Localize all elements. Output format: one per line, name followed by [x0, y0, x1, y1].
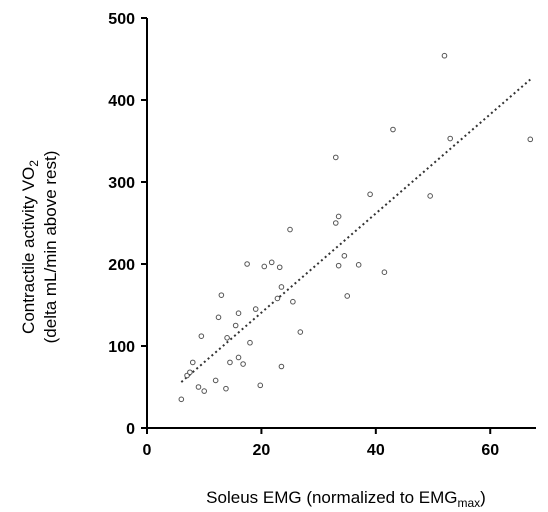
plot-area: 0 20 40 60 0 100 200 300 400 500	[108, 11, 536, 459]
y-axis-title-line1-main: Contractile activity VO	[19, 167, 38, 334]
y-tick-label: 500	[108, 11, 135, 28]
data-point	[228, 360, 233, 365]
y-axis-title-subscript: 2	[27, 160, 41, 167]
data-point	[253, 307, 258, 312]
data-points	[179, 53, 533, 401]
x-tick-label: 20	[253, 442, 271, 459]
data-point	[190, 360, 195, 365]
data-point	[202, 389, 207, 394]
data-point	[262, 264, 267, 269]
data-point	[298, 330, 303, 335]
data-point	[277, 265, 282, 270]
x-axis-title-main: Soleus EMG (normalized to EMG	[206, 488, 457, 507]
data-point	[225, 336, 230, 341]
data-point	[333, 155, 338, 160]
y-axis-title-line1: Contractile activity VO2	[19, 160, 41, 334]
data-point	[269, 260, 274, 265]
data-point	[236, 355, 241, 360]
data-point	[368, 192, 373, 197]
data-point	[233, 323, 238, 328]
data-point	[236, 311, 241, 316]
data-point	[258, 383, 263, 388]
data-point	[356, 263, 361, 268]
x-tick-label: 0	[143, 442, 152, 459]
x-tick-label: 60	[481, 442, 499, 459]
data-point	[248, 340, 253, 345]
x-tick-label: 40	[367, 442, 385, 459]
x-axis-title: Soleus EMG (normalized to EMGmax)	[206, 488, 486, 510]
data-point	[216, 315, 221, 320]
data-point	[291, 299, 296, 304]
data-point	[245, 262, 250, 267]
data-point	[448, 136, 453, 141]
trendline	[181, 80, 530, 383]
y-tick-label: 0	[126, 421, 135, 438]
data-point	[336, 214, 341, 219]
y-tick-label: 200	[108, 257, 135, 274]
data-point	[528, 137, 533, 142]
data-point	[342, 254, 347, 259]
data-point	[196, 385, 201, 390]
data-point	[188, 370, 193, 375]
y-ticks: 0 100 200 300 400 500	[108, 11, 147, 438]
data-point	[279, 285, 284, 290]
data-point	[391, 127, 396, 132]
x-axis-title-close: )	[480, 488, 486, 507]
data-point	[288, 227, 293, 232]
data-point	[336, 263, 341, 268]
data-point	[241, 362, 246, 367]
y-axis-title-line2: (delta mL/min above rest)	[41, 151, 60, 344]
x-axis-title-subscript: max	[457, 496, 480, 510]
data-point	[199, 334, 204, 339]
y-tick-label: 300	[108, 175, 135, 192]
data-point	[428, 194, 433, 199]
data-point	[382, 270, 387, 275]
y-tick-label: 400	[108, 93, 135, 110]
y-axis-title: Contractile activity VO2 (delta mL/min a…	[19, 151, 60, 344]
data-point	[213, 378, 218, 383]
data-point	[219, 293, 224, 298]
data-point	[179, 397, 184, 402]
data-point	[333, 221, 338, 226]
data-point	[442, 53, 447, 58]
data-point	[224, 386, 229, 391]
y-tick-label: 100	[108, 339, 135, 356]
data-point	[345, 294, 350, 299]
data-point	[275, 296, 280, 301]
x-ticks: 0 20 40 60	[143, 428, 500, 459]
data-point	[279, 364, 284, 369]
